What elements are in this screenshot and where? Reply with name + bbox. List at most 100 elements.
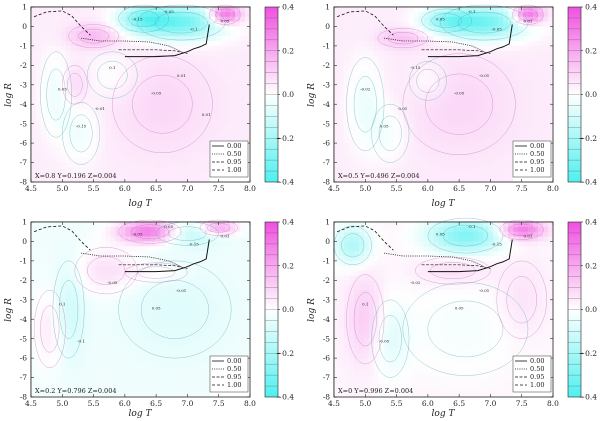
heatmap-cell (130, 177, 136, 183)
heatmap-cell (408, 157, 415, 163)
heatmap-cell (398, 31, 405, 37)
heatmap-cell (45, 290, 52, 296)
heatmap-cell (205, 65, 211, 71)
heatmap-cell (205, 167, 211, 173)
heatmap-cell (80, 362, 87, 369)
heatmap-cell (150, 275, 156, 281)
heatmap-cell (368, 118, 375, 125)
contour-line (431, 13, 462, 28)
heatmap-cell (453, 138, 459, 144)
heatmap-cell (85, 270, 92, 276)
curves (33, 10, 210, 58)
heatmap-cell (458, 75, 464, 81)
heatmap-cell (125, 246, 131, 252)
heatmap-cell (240, 113, 246, 120)
heatmap-cell (195, 147, 201, 154)
heatmap-cell (195, 162, 201, 168)
heatmap-cell (40, 157, 47, 163)
heatmap-cell (105, 143, 112, 149)
heatmap-cell (105, 118, 112, 125)
heatmap-cell (140, 41, 146, 47)
heatmap-cell (338, 89, 345, 95)
heatmap-cell (518, 45, 524, 52)
heatmap-cell (95, 338, 102, 344)
heatmap-cell (413, 167, 420, 173)
heatmap-cell (155, 387, 161, 393)
heatmap-cell (195, 328, 201, 335)
heatmap-cell (348, 99, 355, 105)
heatmap-cell (180, 304, 186, 310)
heatmap-cell (225, 260, 231, 267)
heatmap-cell (418, 113, 424, 120)
heatmap-cell (378, 167, 385, 173)
heatmap-cell (225, 11, 231, 18)
heatmap-cell (125, 226, 131, 233)
heatmap-cell (175, 143, 181, 149)
heatmap-cell (498, 16, 504, 22)
heatmap-cell (413, 55, 420, 61)
heatmap-cell (55, 128, 62, 134)
heatmap-cell (210, 270, 216, 276)
heatmap-cell (220, 99, 226, 105)
heatmap-cell (363, 45, 370, 52)
heatmap-cell (498, 94, 504, 100)
heatmap-cell (70, 367, 77, 374)
heatmap-cell (45, 338, 52, 344)
heatmap-cell (210, 231, 216, 237)
heatmap-cell (518, 99, 524, 105)
heatmap-cell (175, 392, 181, 398)
heatmap-cell (383, 152, 390, 159)
heatmap-cell (230, 21, 236, 27)
heatmap-cell (368, 123, 375, 129)
heatmap-cell (378, 55, 385, 61)
heatmap-cell (90, 348, 97, 354)
heatmap-cell (220, 270, 226, 276)
heatmap-cell (438, 60, 444, 66)
heatmap-cell (195, 309, 201, 315)
heatmap-cell (463, 79, 469, 86)
heatmap-cell (175, 299, 181, 306)
heatmap-cell (135, 309, 141, 315)
heatmap-cell (155, 328, 161, 335)
heatmap-cell (80, 123, 87, 129)
heatmap-cell (523, 45, 529, 52)
colorbar-tick-label: 0.2 (282, 46, 294, 55)
heatmap-cell (240, 314, 246, 320)
panel-top-left: -0.05-0.15-0.10.05-0.15-0.050.10.050.01-… (4, 3, 294, 209)
heatmap-cell (65, 167, 72, 173)
heatmap-cell (468, 36, 474, 42)
heatmap-cell (393, 31, 400, 37)
heatmap-cell (240, 241, 246, 247)
heatmap-cell (493, 79, 499, 86)
heatmap-cell (245, 118, 251, 125)
heatmap-cell (388, 84, 395, 91)
heatmap-cell (403, 123, 410, 129)
heatmap-cell (95, 328, 102, 335)
heatmap-cell (225, 50, 231, 57)
heatmap-cell (215, 89, 221, 95)
heatmap-cell (145, 167, 151, 173)
heatmap-cell (220, 314, 226, 320)
heatmap-cell (60, 94, 67, 100)
heatmap-cell (31, 231, 37, 237)
heatmap-cell (120, 41, 126, 47)
heatmap-cell (513, 41, 519, 47)
heatmap-cell (50, 382, 57, 388)
heatmap-cell (150, 36, 156, 42)
heatmap-cell (190, 392, 196, 398)
heatmap-cell (393, 41, 400, 47)
heatmap-cell (200, 99, 206, 105)
heatmap-cell (240, 236, 246, 242)
heatmap-cell (70, 309, 77, 315)
contour-line (40, 51, 72, 138)
heatmap-cell (478, 147, 484, 154)
heatmap-cell (170, 231, 176, 237)
heatmap-cell (120, 241, 126, 247)
heatmap-cell (448, 177, 454, 183)
contour-line (402, 53, 516, 155)
heatmap-cell (80, 392, 87, 398)
heatmap-cell (468, 113, 474, 120)
heatmap-cell (150, 353, 156, 359)
heatmap-cell (35, 133, 42, 139)
heatmap-cell (180, 177, 186, 183)
